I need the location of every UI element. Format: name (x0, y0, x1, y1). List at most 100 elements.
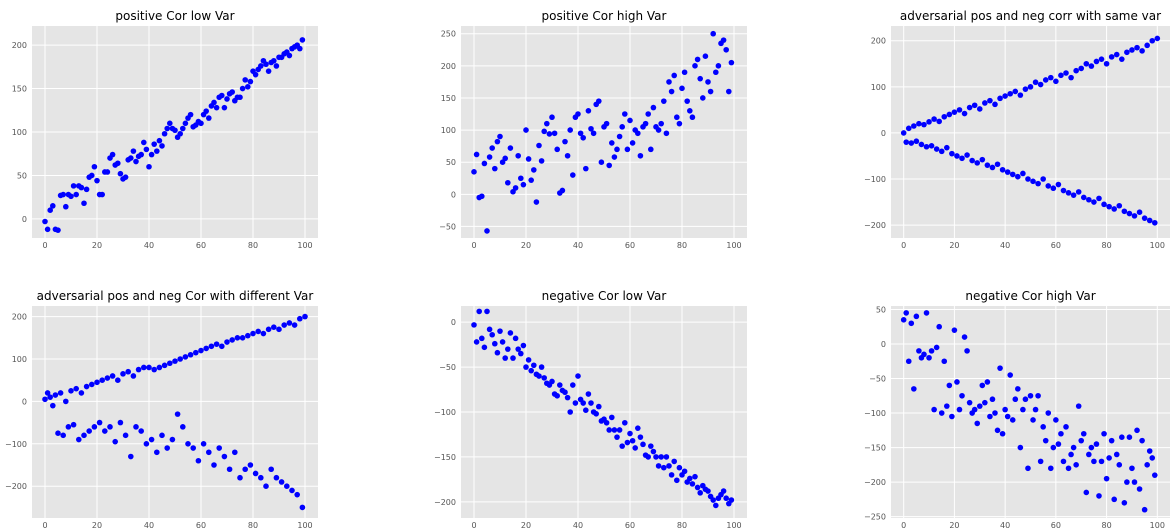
data-point (941, 358, 948, 365)
data-point (284, 483, 290, 490)
y-tick-label: 100 (12, 128, 27, 137)
subplot-1: 0 20 40 60 80 100 0 50 100 150 200 positive Cor low… (12, 9, 318, 250)
data-point (648, 443, 654, 449)
subplot-5: 0 20 40 60 80 100 −200 −150 −100 −50 0 negative Cor… (434, 289, 747, 529)
data-point (1144, 462, 1150, 468)
data-point (1126, 210, 1133, 217)
data-point (518, 350, 524, 357)
data-point (289, 487, 295, 494)
data-point (1012, 88, 1019, 95)
data-point (232, 449, 238, 456)
data-point (1116, 462, 1123, 468)
x-tick-label: 100 (297, 521, 312, 529)
data-point (187, 351, 194, 358)
data-point (1086, 196, 1092, 203)
data-point (291, 322, 298, 328)
data-point (655, 127, 662, 133)
data-point (622, 111, 628, 117)
data-point (494, 349, 501, 356)
data-point (959, 392, 965, 399)
data-point (151, 141, 157, 147)
data-point (1047, 74, 1054, 81)
data-point (632, 445, 638, 451)
data-point (971, 406, 978, 413)
data-point (1093, 441, 1100, 447)
data-point (616, 427, 623, 433)
data-point (492, 340, 498, 347)
data-point (1101, 201, 1107, 208)
data-point (536, 142, 542, 149)
data-point (83, 186, 90, 193)
data-point (658, 454, 664, 460)
data-point (694, 56, 701, 63)
data-point (278, 479, 285, 485)
data-point (908, 140, 915, 146)
data-point (637, 434, 644, 440)
data-point (1141, 215, 1148, 221)
x-tick-label: 0 (42, 241, 47, 250)
data-point (1144, 42, 1150, 49)
data-point (949, 150, 955, 157)
data-point (135, 366, 142, 373)
data-point (1025, 465, 1031, 472)
data-point (219, 343, 225, 350)
data-point (1078, 437, 1085, 444)
data-point (989, 396, 996, 403)
data-point (1030, 417, 1036, 423)
data-point (1075, 403, 1082, 409)
data-point (911, 123, 917, 129)
data-point (590, 130, 597, 137)
x-tick-label: 60 (196, 521, 206, 529)
data-point (900, 130, 907, 136)
y-tick-label: −250 (864, 513, 886, 522)
data-point (177, 356, 183, 362)
x-tick-label: 100 (726, 241, 741, 250)
y-tick-label: −50 (869, 375, 886, 384)
data-point (208, 343, 215, 350)
data-point (486, 154, 493, 160)
data-point (1035, 392, 1041, 399)
data-point (1042, 77, 1049, 83)
data-point (976, 106, 983, 112)
y-tick-label: 200 (12, 313, 27, 322)
data-point (1146, 448, 1153, 454)
data-point (580, 400, 586, 406)
x-tick-label: 100 (297, 241, 312, 250)
data-point (104, 169, 111, 175)
data-point (234, 335, 241, 341)
data-point (705, 488, 711, 494)
data-point (1149, 455, 1156, 461)
series-2 (44, 390, 306, 511)
data-point (999, 430, 1006, 437)
data-point (167, 360, 173, 367)
data-point (68, 193, 74, 200)
data-point (138, 428, 144, 434)
data-point (661, 98, 667, 104)
data-point (156, 364, 163, 371)
data-point (159, 432, 165, 439)
data-point (245, 84, 251, 90)
y-tick-label: −200 (5, 482, 27, 491)
data-point (44, 226, 51, 233)
data-point (60, 432, 66, 439)
data-point (531, 167, 537, 173)
data-point (666, 79, 672, 85)
y-tick-label: 200 (12, 41, 27, 50)
data-point (637, 152, 644, 159)
data-point (1136, 486, 1143, 492)
chart-title: adversarial pos and neg Cor with differe… (37, 289, 314, 303)
data-point (200, 441, 207, 447)
data-point (471, 322, 477, 328)
data-point (115, 377, 121, 384)
data-point (726, 88, 732, 95)
data-point (1073, 67, 1079, 74)
data-point (1009, 171, 1016, 178)
data-point (182, 120, 189, 127)
data-point (1050, 444, 1057, 451)
data-point (47, 394, 53, 400)
data-point (933, 344, 940, 351)
data-point (562, 389, 568, 396)
data-point (65, 424, 72, 430)
data-point (146, 364, 152, 371)
data-point (1134, 44, 1140, 51)
